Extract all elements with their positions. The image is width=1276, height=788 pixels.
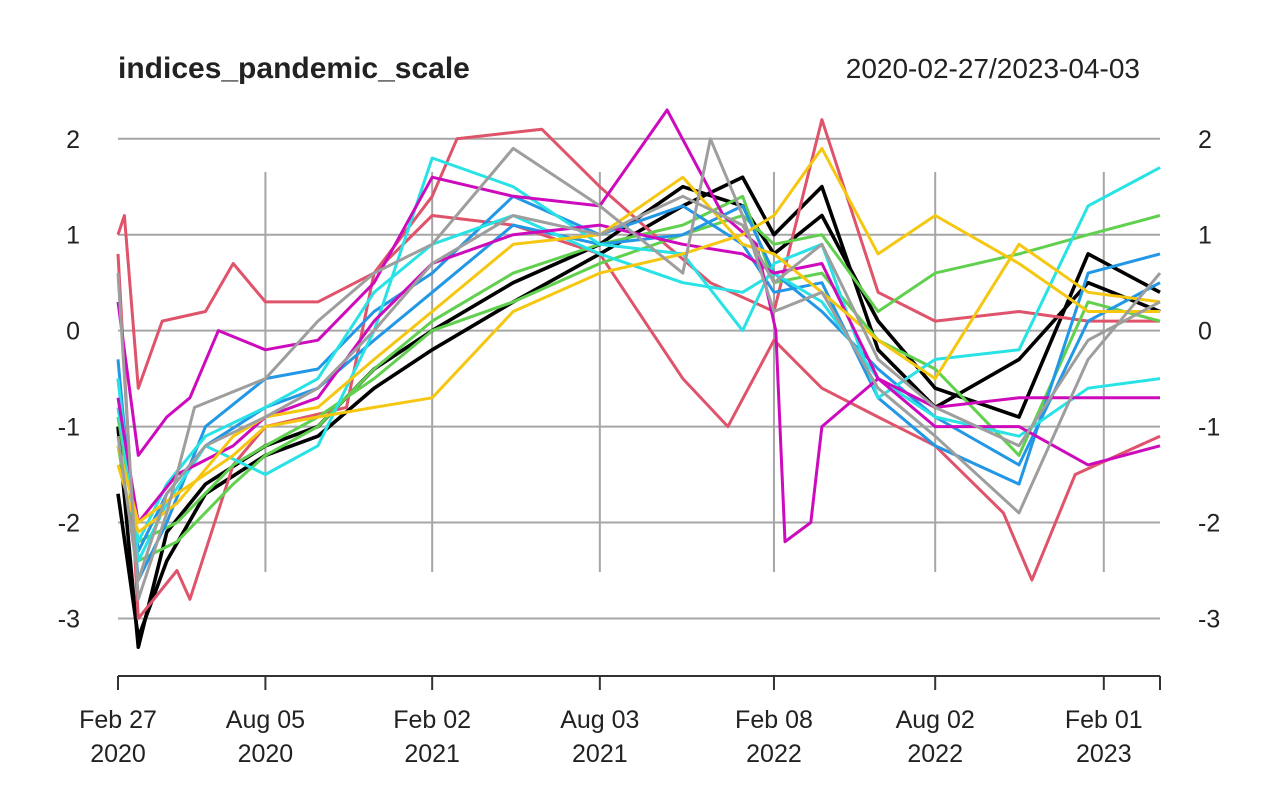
y-tick-label-left: -3	[58, 605, 80, 633]
series-line	[116, 118, 1160, 390]
y-tick-label-left: -1	[58, 414, 80, 442]
grid	[118, 137, 1160, 620]
series-line	[116, 137, 1162, 601]
series-line	[116, 214, 1161, 620]
axes: 2 2 1 1 0 0 -1 -1 -2 -2 -3 -3 Feb 27 2020 Aug 05 2020 Fe…	[58, 126, 1220, 768]
y-tick-label-left: -2	[58, 510, 80, 538]
series-line	[116, 223, 1161, 524]
chart-title: indices_pandemic_scale	[118, 52, 470, 85]
x-tick-label-date: Aug 02	[896, 706, 975, 734]
x-tick-label-year: 2022	[907, 740, 963, 768]
y-tick-label-right: 0	[1198, 318, 1212, 346]
x-tick-label-date: Aug 05	[226, 706, 305, 734]
date-range-label: 2020-02-27/2023-04-03	[846, 53, 1140, 84]
series-line	[116, 214, 1161, 544]
x-tick-label-year: 2023	[1076, 740, 1132, 768]
x-tick-label-date: Feb 02	[393, 706, 471, 734]
y-tick-label-left: 0	[66, 318, 80, 346]
y-tick-label-right: -1	[1198, 414, 1220, 442]
x-tick-label-year: 2020	[90, 740, 146, 768]
x-tick-label-year: 2020	[238, 740, 294, 768]
series-line	[116, 146, 1160, 524]
x-tick-label-year: 2021	[572, 740, 628, 768]
x-tick-label-year: 2021	[404, 740, 460, 768]
series-lines	[116, 108, 1162, 649]
x-tick-label-date: Feb 27	[79, 706, 157, 734]
series-line	[116, 175, 1161, 640]
y-tick-label-right: 2	[1198, 126, 1212, 154]
series-line	[116, 108, 1160, 544]
x-tick-label-year: 2022	[746, 740, 802, 768]
series-line	[116, 214, 1161, 544]
x-tick-label-date: Feb 01	[1065, 706, 1143, 734]
series-line	[116, 194, 1161, 582]
y-tick-label-right: -3	[1198, 605, 1220, 633]
y-tick-label-right: -2	[1198, 510, 1220, 538]
x-tick-label-date: Aug 03	[560, 706, 639, 734]
x-tick-label-date: Feb 08	[735, 706, 813, 734]
y-tick-label-left: 2	[66, 126, 80, 154]
y-tick-label-left: 1	[66, 222, 80, 250]
y-tick-label-right: 1	[1198, 222, 1212, 250]
